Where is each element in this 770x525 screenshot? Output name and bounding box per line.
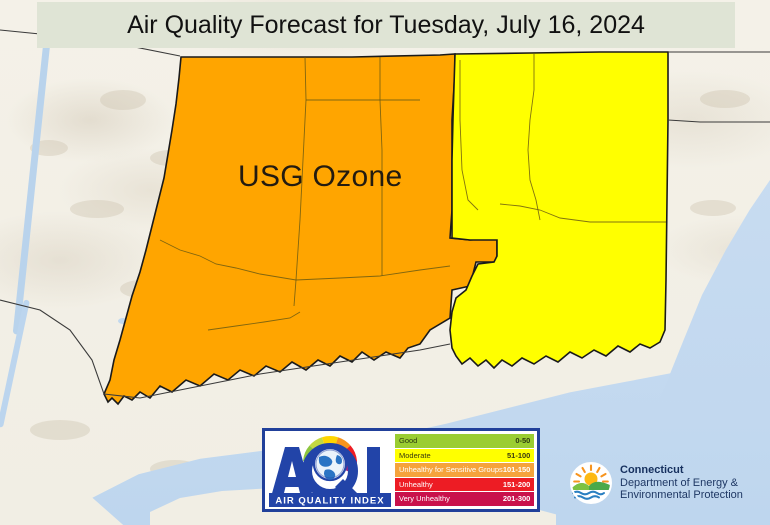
aqi-logo-subtitle: AIR QUALITY INDEX: [275, 496, 384, 507]
aqi-logo: AIR QUALITY INDEX: [269, 433, 391, 507]
title-banner: Air Quality Forecast for Tuesday, July 1…: [37, 2, 735, 48]
aqi-legend: AIR QUALITY INDEX Good 0-50 Moderate 51-…: [262, 428, 540, 512]
terrain-texture: [30, 420, 90, 440]
county-boundary: [527, 54, 541, 221]
legend-range: 51-100: [506, 450, 531, 460]
legend-range: 0-50: [515, 436, 531, 446]
agency-line-2: Department of Energy &: [620, 476, 739, 489]
deep-sun-water-icon: [570, 462, 612, 504]
page-title: Air Quality Forecast for Tuesday, July 1…: [127, 10, 645, 39]
agency-line-1: Connecticut: [620, 464, 684, 477]
legend-label: Good: [399, 436, 418, 446]
agency-name: Connecticut Department of Energy & Envir…: [620, 464, 743, 502]
legend-range: 201-300: [502, 494, 531, 504]
coastline: [103, 343, 451, 399]
county-boundary: [293, 56, 307, 307]
legend-label: Moderate: [399, 450, 431, 460]
terrain-texture: [690, 200, 736, 216]
lake: [118, 318, 128, 324]
terrain-texture: [100, 90, 146, 110]
legend-label: Very Unhealthy: [399, 494, 450, 504]
region-moderate-yellow: [449, 51, 669, 370]
county-boundary: [499, 203, 666, 223]
county-boundary: [295, 265, 451, 281]
legend-label: Unhealthy for Sensitive Groups: [399, 465, 503, 475]
legend-rows: Good 0-50 Moderate 51-100 Unhealthy for …: [395, 434, 535, 506]
terrain-texture: [700, 90, 750, 108]
state-boundary-ri: [667, 119, 770, 123]
legend-row: Unhealthy for Sensitive Groups 101-150: [395, 463, 535, 477]
legend-label: Unhealthy: [399, 479, 433, 489]
state-boundary-ny-south: [0, 299, 105, 395]
county-boundary: [379, 99, 383, 276]
legend-row: Moderate 51-100: [395, 448, 535, 463]
terrain-texture: [70, 200, 124, 218]
legend-row: Good 0-50: [395, 434, 535, 448]
agency-line-3: Environmental Protection: [620, 489, 743, 502]
legend-range: 151-200: [502, 479, 531, 489]
region-label-usg-ozone: USG Ozone: [238, 160, 403, 193]
region-usg-orange: [103, 53, 498, 406]
legend-range: 101-150: [502, 465, 531, 475]
county-boundary: [207, 311, 301, 331]
county-boundary: [159, 239, 297, 281]
county-boundary: [459, 60, 479, 211]
legend-row: Unhealthy 151-200: [395, 477, 535, 492]
agency-logo: Connecticut Department of Energy & Envir…: [570, 462, 743, 504]
legend-row: Very Unhealthy 201-300: [395, 492, 535, 506]
